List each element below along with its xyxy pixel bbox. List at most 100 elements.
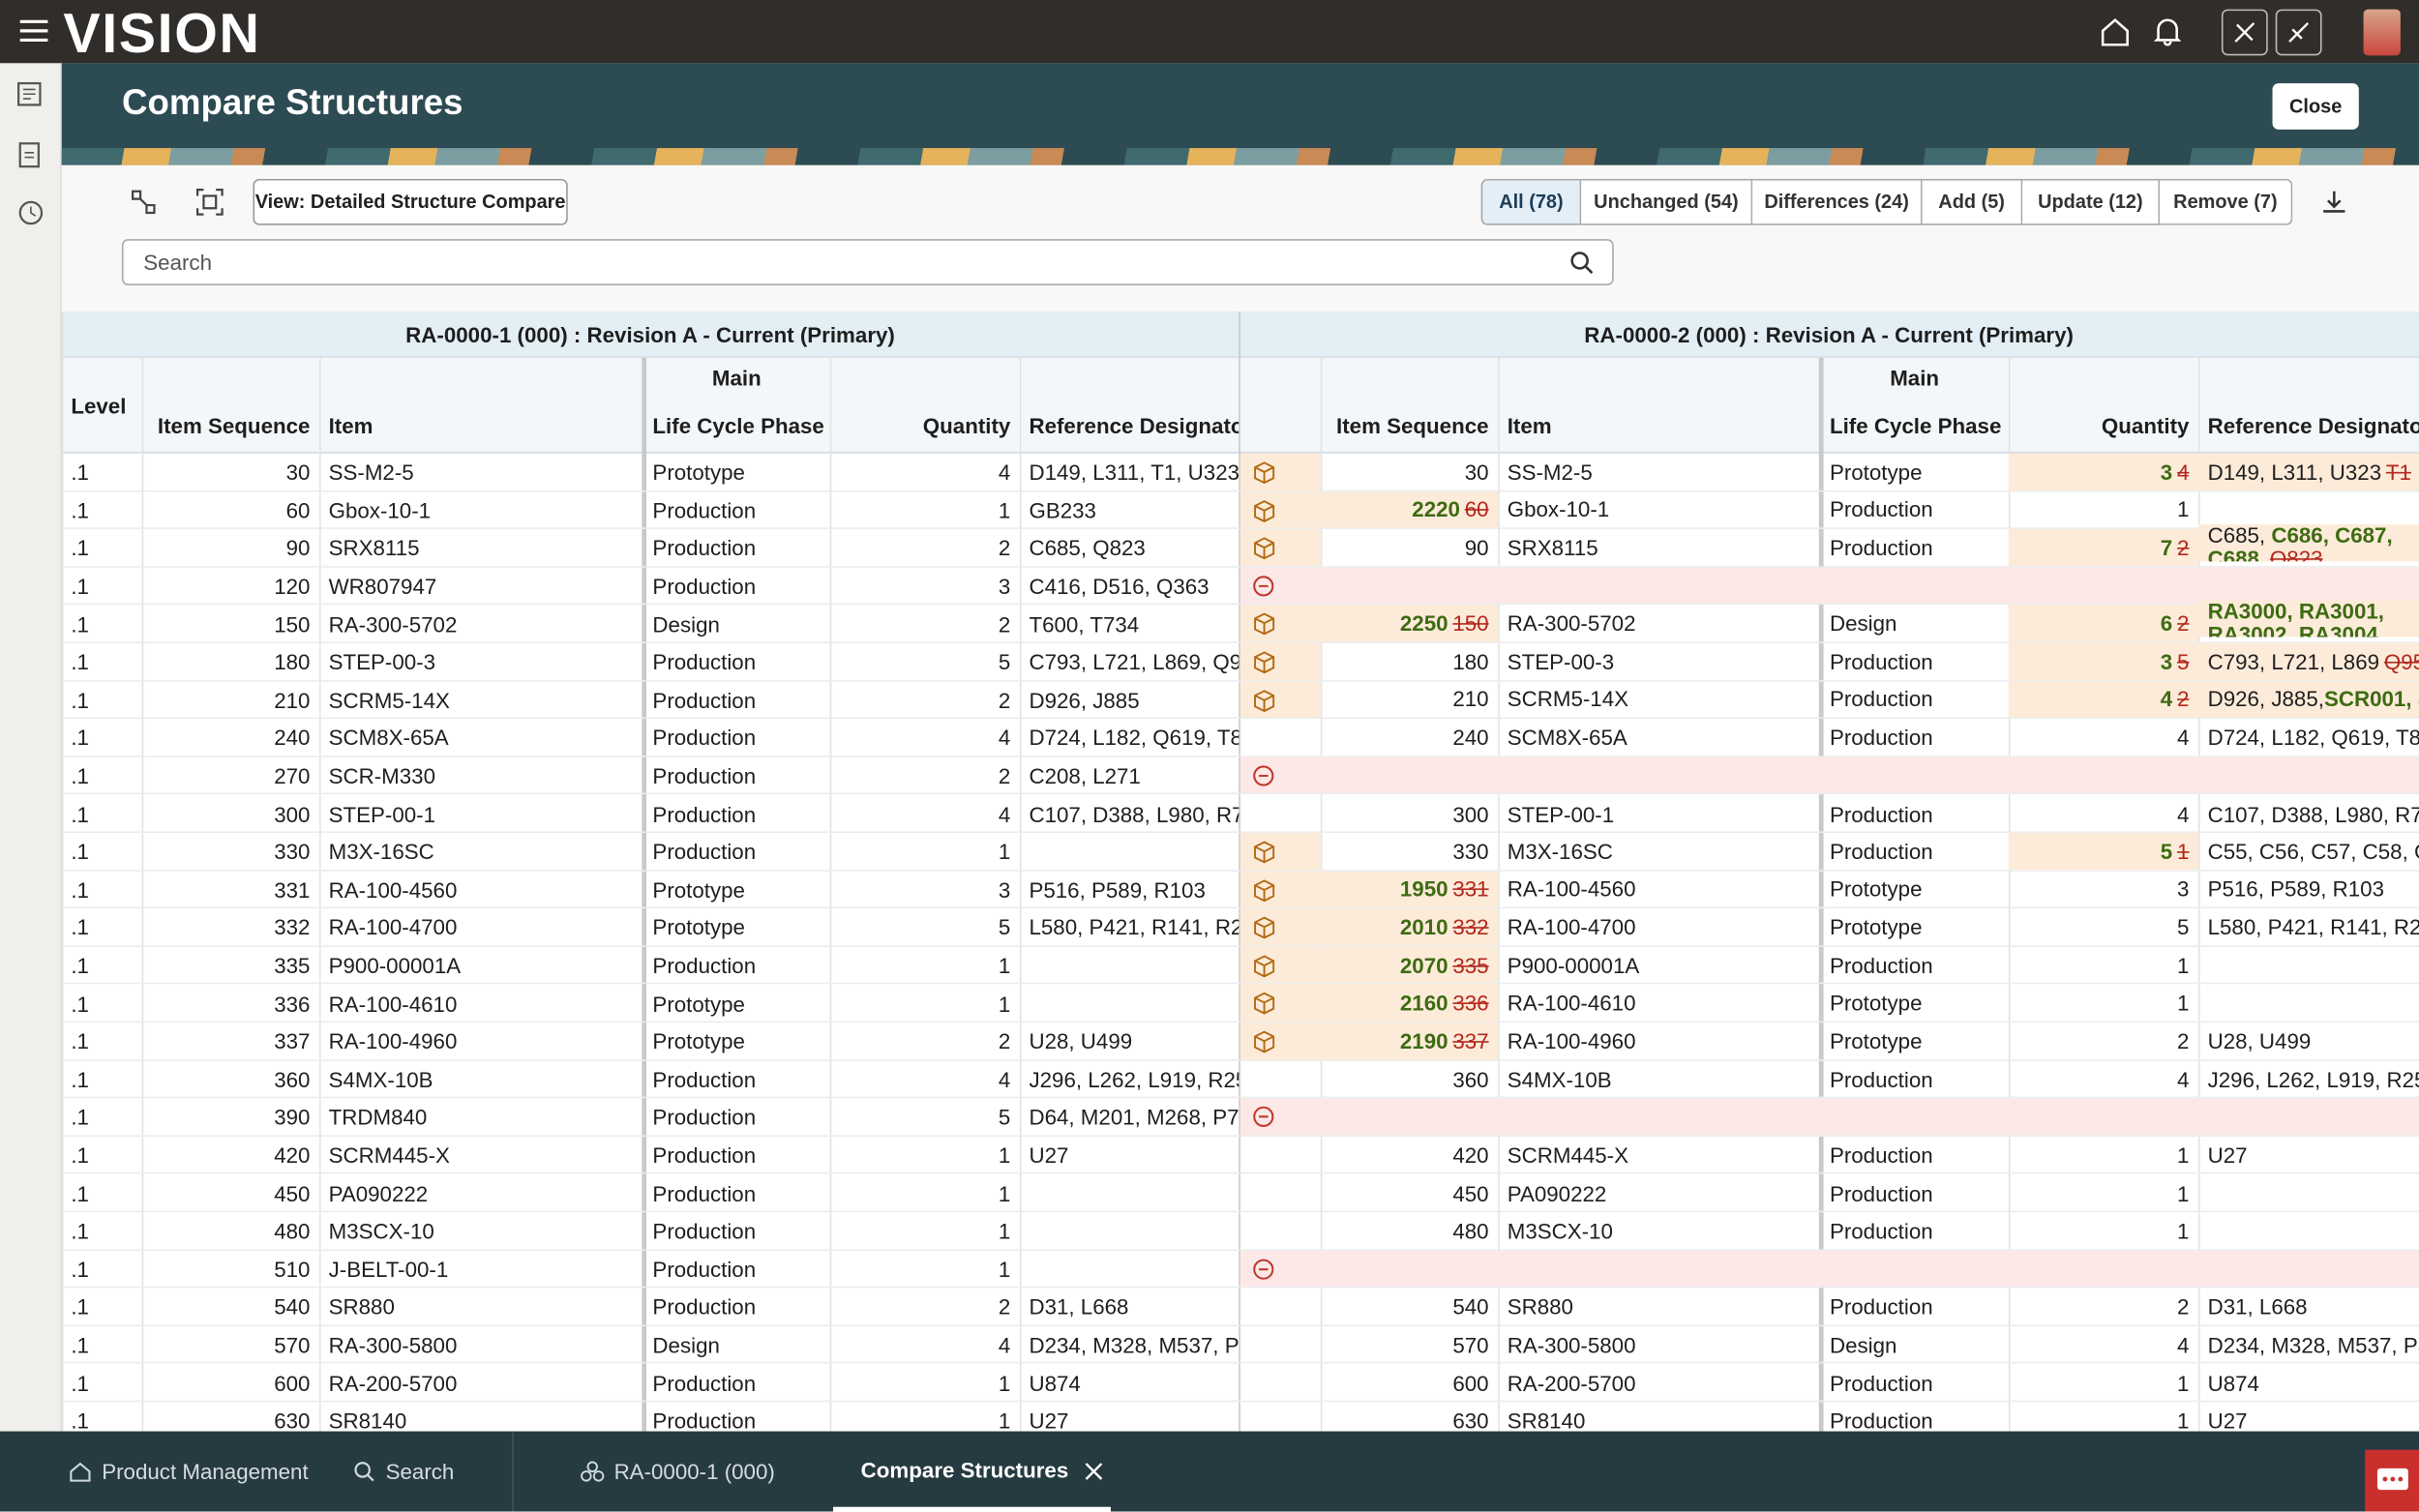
cell: 1 — [2177, 990, 2190, 1016]
cell: 420 — [1452, 1142, 1489, 1169]
cell: 2 — [2177, 1028, 2190, 1053]
cell: .1 — [71, 877, 89, 903]
brand-logo[interactable]: VISION — [63, 1, 261, 65]
row-line — [61, 1324, 2419, 1326]
cell: RA-200-5700 — [328, 1370, 458, 1396]
row-line — [61, 489, 2419, 491]
close-button[interactable]: Close — [2272, 83, 2359, 130]
cell: Prototype — [652, 991, 745, 1017]
cell: 540 — [274, 1294, 311, 1319]
filter-button[interactable]: Update (12) — [2022, 178, 2161, 225]
cell: .1 — [71, 1219, 89, 1244]
cell: M3X-16SC — [1507, 839, 1613, 864]
cell: 5 — [998, 649, 1011, 675]
footer-tab[interactable]: RA-0000-1 (000) — [574, 1432, 802, 1512]
cell: Prototype — [1829, 459, 1923, 485]
column-separator — [1320, 357, 1323, 1432]
cell: .1 — [71, 1370, 89, 1396]
cell: C107, D388, L980, R74 — [1029, 801, 1239, 827]
cell: PA090222 — [328, 1180, 429, 1206]
cell: 336 — [274, 991, 311, 1017]
cell: S4MX-10B — [328, 1067, 433, 1092]
column-header: Item — [1507, 412, 1552, 438]
column-header: Reference Designator — [2207, 412, 2419, 438]
bell-icon[interactable] — [2152, 15, 2183, 46]
cell: Production — [652, 953, 757, 978]
view-button[interactable]: View: Detailed Structure Compare — [253, 178, 568, 225]
changed-icon — [1253, 841, 1276, 864]
cell: Prototype — [652, 915, 745, 940]
footer-tab[interactable]: Search — [345, 1432, 463, 1512]
tab-label: Product Management — [102, 1459, 309, 1484]
home-icon[interactable] — [2100, 17, 2131, 48]
row-line — [61, 906, 2419, 909]
footer-tab[interactable]: Compare Structures — [832, 1432, 1111, 1512]
search-box[interactable]: Search — [121, 239, 1614, 285]
tool-button[interactable] — [2221, 9, 2268, 56]
cell: RA-100-4610 — [1507, 990, 1636, 1016]
tool-button[interactable] — [2275, 9, 2322, 56]
cell: .1 — [71, 726, 89, 751]
fit-icon[interactable] — [195, 188, 224, 217]
cell: Production — [652, 1294, 757, 1319]
column-header: Quantity — [922, 412, 1011, 438]
row-line — [61, 1021, 2419, 1023]
cell: 1 — [2177, 952, 2190, 978]
old-value: 337 — [1452, 1028, 1489, 1053]
sidebar-icon[interactable] — [15, 199, 46, 227]
row-line — [61, 641, 2419, 643]
download-icon[interactable] — [2320, 189, 2348, 217]
column-separator — [141, 357, 144, 1432]
cell: 4 — [2177, 726, 2190, 751]
row-line — [61, 604, 2419, 606]
cell: Production — [1829, 1370, 1933, 1396]
cell: Production — [652, 574, 757, 599]
old-value: 335 — [1452, 952, 1489, 978]
column-separator — [2008, 357, 2011, 1432]
filter-button[interactable]: All (78) — [1480, 178, 1582, 225]
row-line — [61, 1172, 2419, 1174]
sidebar-icon[interactable] — [15, 140, 46, 168]
cell: Production — [1829, 1180, 1933, 1206]
changed-icon — [1253, 878, 1276, 902]
new-value: 3 — [2160, 459, 2173, 485]
ref-value: D149, L311, U323 — [2207, 459, 2382, 485]
cell: C107, D388, L980, R74 — [2207, 801, 2419, 827]
footer-tab[interactable]: Product Management — [62, 1432, 321, 1512]
sidebar-icon[interactable] — [15, 80, 46, 108]
cell: P516, P589, R103 — [1029, 877, 1206, 903]
cell: J296, L262, L919, R25 — [1029, 1067, 1239, 1092]
cell: SCR-M330 — [328, 763, 436, 788]
cell: 360 — [274, 1067, 311, 1092]
new-value: 5 — [2160, 839, 2173, 864]
changed-icon — [1253, 1030, 1276, 1053]
cell: C685, Q823 — [1029, 536, 1146, 561]
cell: SCM8X-65A — [328, 726, 449, 751]
cell: 450 — [1452, 1180, 1489, 1206]
cell: .1 — [71, 649, 89, 675]
row-line — [61, 755, 2419, 757]
filter-button[interactable]: Add (5) — [1922, 178, 2023, 225]
avatar[interactable] — [2363, 9, 2401, 56]
cell: .1 — [71, 574, 89, 599]
cell: 300 — [274, 801, 311, 827]
cell: .1 — [71, 536, 89, 561]
menu-icon[interactable] — [18, 17, 49, 45]
cell: D234, M328, M537, P3 — [2207, 1332, 2419, 1358]
cell: 240 — [1452, 726, 1489, 751]
chat-button[interactable] — [2365, 1449, 2419, 1512]
tab-close[interactable] — [1084, 1460, 1102, 1480]
filter-button[interactable]: Remove (7) — [2160, 178, 2293, 225]
cell: D926, J885, SCR001, SCR002 — [2198, 681, 2419, 718]
filter-button[interactable]: Differences (24) — [1752, 178, 1923, 225]
row-line — [61, 983, 2419, 985]
search-icon[interactable] — [1568, 250, 1595, 276]
expand-icon[interactable] — [130, 189, 158, 217]
cell: U874 — [1029, 1370, 1081, 1396]
cell: P516, P589, R103 — [2198, 871, 2419, 907]
cell — [2198, 491, 2419, 528]
filter-button[interactable]: Unchanged (54) — [1581, 178, 1753, 225]
old-value: 4 — [2177, 459, 2190, 485]
